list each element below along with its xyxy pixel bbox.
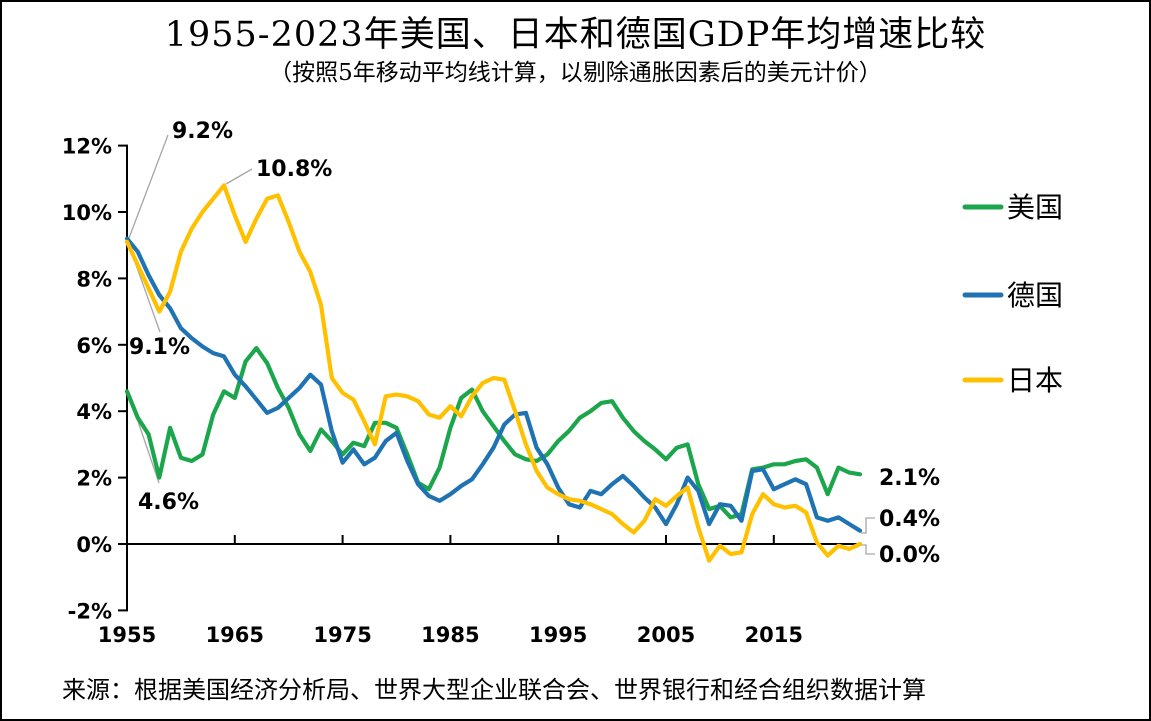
axes-group: 12% 10% 8% 6% 4% 2% 0% -2%1955 1965 1975 1985 1995 2…	[62, 135, 860, 647]
legend-item: 美国	[962, 191, 1063, 224]
page-subtitle: （按照5年移动平均线计算，以剔除通胀因素后的美元计价）	[269, 60, 882, 86]
x-tick-label: 1985	[421, 623, 479, 647]
source-note: 来源：根据美国经济分析局、世界大型企业联合会、世界银行和经合组织数据计算	[62, 676, 926, 704]
x-tick-label: 2015	[745, 623, 803, 647]
page-title: 1955-2023年美国、日本和德国GDP年均增速比较	[164, 15, 987, 55]
x-tick-label: 1965	[206, 623, 264, 647]
legend-label: 日本	[1007, 364, 1063, 397]
annotation-label: 9.1%	[129, 335, 190, 360]
y-tick-label: -2%	[68, 599, 112, 623]
annotation-leader-line	[128, 134, 169, 239]
y-tick-label: 10%	[62, 201, 112, 225]
legend-label: 美国	[1007, 191, 1063, 224]
y-tick-label: 6%	[76, 334, 112, 358]
annotation-leader-line	[861, 517, 875, 534]
series-line-美国	[124, 346, 863, 520]
annotation-label: 0.0%	[879, 543, 940, 568]
x-tick-label: 1955	[98, 623, 156, 647]
series-line-日本	[124, 183, 863, 563]
y-tick-label: 4%	[76, 400, 112, 424]
annotation-label: 4.6%	[138, 490, 199, 515]
series-lines-group	[124, 183, 863, 563]
annotation-label: 10.8%	[256, 157, 332, 182]
y-tick-label: 12%	[62, 135, 112, 159]
x-tick-label: 1975	[313, 623, 371, 647]
annotations-group: 9.2% 10.8% 9.1% 4.6% 2.1% 0.4% 0.0%	[129, 119, 940, 568]
legend-label: 德国	[1007, 279, 1063, 312]
y-tick-label: 2%	[76, 467, 112, 491]
x-tick-label: 2005	[637, 623, 695, 647]
y-tick-label: 0%	[76, 533, 112, 557]
series-line-德国	[124, 236, 863, 533]
annotation-leader-line	[225, 168, 253, 185]
annotation-leader-line	[861, 544, 875, 555]
leader-lines-group	[128, 134, 875, 555]
y-tick-label: 8%	[76, 267, 112, 291]
legend-item: 日本	[962, 364, 1063, 397]
annotation-label: 9.2%	[172, 119, 233, 144]
annotation-label: 0.4%	[879, 507, 940, 532]
x-tick-label: 1995	[529, 623, 587, 647]
annotation-label: 2.1%	[879, 466, 940, 491]
legend-item: 德国	[962, 279, 1063, 312]
